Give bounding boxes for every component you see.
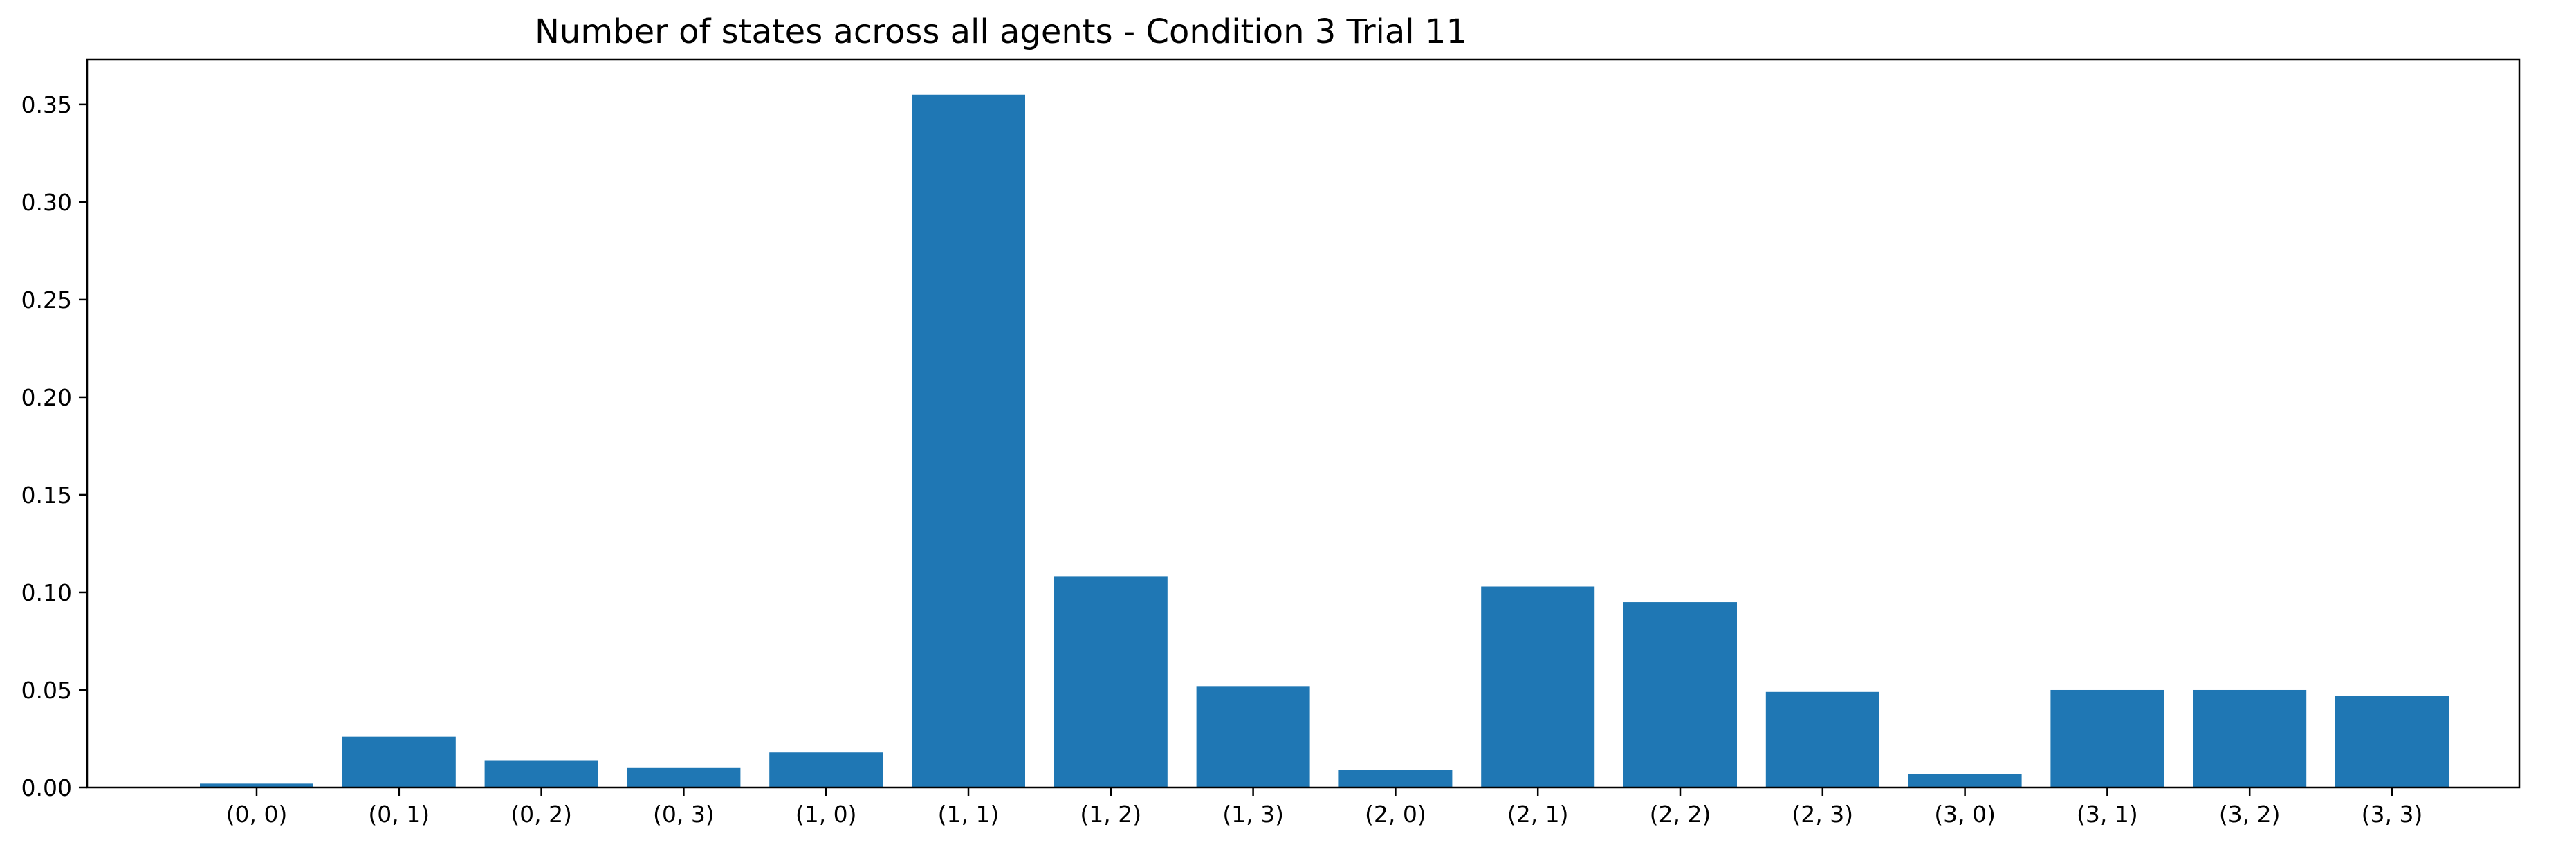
x-axis: (0, 0) (0, 1) (0, 2) (0, 3) (1, 0) (1, 1) (1, … xyxy=(226,788,2423,828)
bar xyxy=(200,783,313,788)
x-tick-label: (1, 3) xyxy=(1222,801,1284,828)
bar xyxy=(769,752,883,788)
bar xyxy=(1908,774,2022,788)
y-tick-label: 0.30 xyxy=(21,189,72,216)
x-tick-label: (0, 1) xyxy=(368,801,430,828)
y-axis: 0.00 0.05 0.10 0.15 0.20 0.25 0.30 0.35 xyxy=(21,91,87,801)
bar xyxy=(1338,770,1453,788)
bar xyxy=(484,760,598,788)
bar xyxy=(342,736,456,788)
y-tick-label: 0.10 xyxy=(21,579,72,606)
x-tick-label: (1, 2) xyxy=(1080,801,1141,828)
y-tick-label: 0.15 xyxy=(21,482,72,509)
y-tick-label: 0.05 xyxy=(21,677,72,704)
bar xyxy=(627,767,741,788)
x-tick-label: (2, 1) xyxy=(1507,801,1569,828)
x-tick-label: (2, 3) xyxy=(1792,801,1853,828)
y-tick-label: 0.20 xyxy=(21,384,72,411)
bar xyxy=(2050,689,2164,788)
bar xyxy=(912,94,1025,788)
x-tick-label: (0, 0) xyxy=(226,801,288,828)
y-tick-label: 0.35 xyxy=(21,91,72,118)
bar xyxy=(1481,586,1595,788)
x-tick-label: (3, 3) xyxy=(2362,801,2423,828)
bars-layer xyxy=(200,94,2449,788)
y-tick-label: 0.00 xyxy=(21,774,72,801)
x-tick-label: (3, 2) xyxy=(2219,801,2281,828)
bar xyxy=(1054,576,1168,788)
bar xyxy=(2193,689,2307,788)
bar xyxy=(1196,686,1310,788)
bar xyxy=(2335,696,2449,788)
y-tick-label: 0.25 xyxy=(21,287,72,314)
x-tick-label: (3, 1) xyxy=(2077,801,2138,828)
x-tick-label: (0, 3) xyxy=(653,801,715,828)
x-tick-label: (2, 2) xyxy=(1650,801,1711,828)
plot-frame xyxy=(86,58,2521,789)
x-tick-label: (1, 1) xyxy=(938,801,1000,828)
x-tick-label: (2, 0) xyxy=(1365,801,1426,828)
bar xyxy=(1623,602,1737,788)
bar xyxy=(1765,691,1879,788)
x-tick-label: (1, 0) xyxy=(795,801,857,828)
x-tick-label: (3, 0) xyxy=(1934,801,1996,828)
x-tick-label: (0, 2) xyxy=(510,801,572,828)
chart-title: Number of states across all agents - Con… xyxy=(535,12,1467,51)
